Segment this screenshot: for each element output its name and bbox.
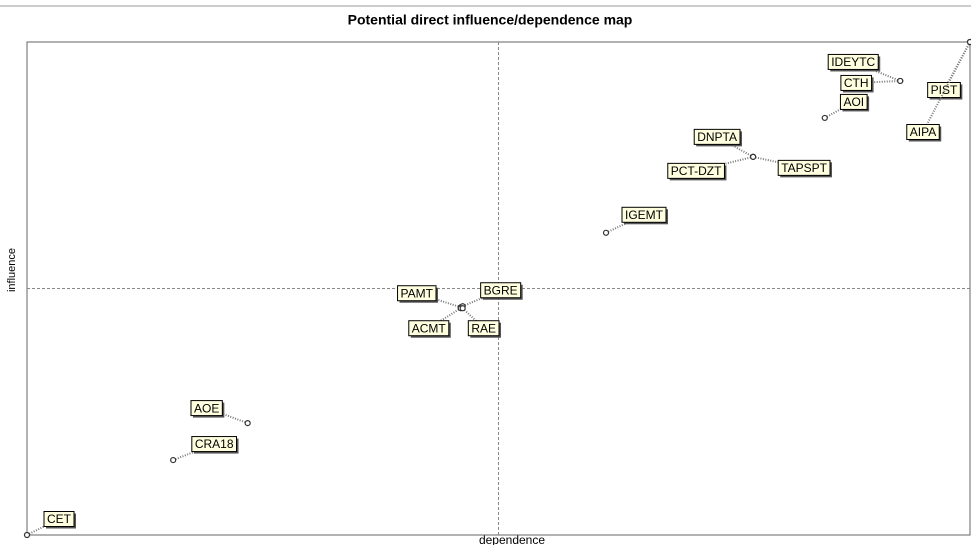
point bbox=[459, 305, 466, 312]
chart-title: Potential direct influence/dependence ma… bbox=[348, 12, 633, 28]
point bbox=[821, 114, 828, 122]
label-box bbox=[693, 128, 741, 145]
label-box bbox=[190, 400, 223, 417]
label-box bbox=[927, 82, 961, 98]
label-box bbox=[467, 320, 500, 337]
point bbox=[23, 531, 31, 539]
point-label: AOI bbox=[843, 95, 864, 109]
label-box bbox=[667, 162, 725, 179]
point bbox=[602, 229, 610, 236]
x-axis-label: dependence bbox=[479, 533, 545, 545]
point-label: DNPTA bbox=[697, 130, 737, 144]
point bbox=[750, 153, 757, 160]
point-label: PCT-DZT bbox=[671, 164, 722, 178]
label-box bbox=[397, 285, 437, 302]
leader-line bbox=[26, 518, 60, 536]
label-box bbox=[906, 124, 940, 140]
label-box bbox=[777, 159, 831, 176]
point-label: IGEMT bbox=[625, 208, 664, 222]
label-box bbox=[621, 206, 667, 223]
label-box bbox=[191, 436, 238, 453]
point bbox=[170, 456, 177, 464]
point-label: BGRE bbox=[484, 283, 518, 297]
point-label: ACMT bbox=[412, 321, 447, 335]
label-box bbox=[827, 53, 879, 70]
point bbox=[966, 38, 971, 46]
point-label: CTH bbox=[844, 76, 869, 90]
leader-line bbox=[922, 41, 971, 133]
point-label: RAE bbox=[471, 321, 496, 335]
point-label: TAPSPT bbox=[781, 161, 827, 175]
point bbox=[897, 77, 904, 85]
point-label: PAMT bbox=[401, 286, 434, 300]
y-axis-label: influence bbox=[6, 248, 18, 292]
leader-line bbox=[716, 135, 754, 158]
label-box bbox=[480, 282, 522, 299]
label-box bbox=[408, 320, 450, 337]
point-label: AOE bbox=[194, 401, 219, 415]
label-box bbox=[43, 511, 75, 527]
point-label: CET bbox=[47, 512, 72, 526]
label-box bbox=[839, 93, 868, 110]
point-label: CRA18 bbox=[195, 437, 234, 451]
point-label: PIST bbox=[931, 83, 958, 97]
point-label: IDEYTC bbox=[831, 55, 875, 69]
label-box bbox=[840, 74, 873, 91]
point bbox=[244, 419, 251, 427]
point-label: AIPA bbox=[910, 125, 936, 139]
